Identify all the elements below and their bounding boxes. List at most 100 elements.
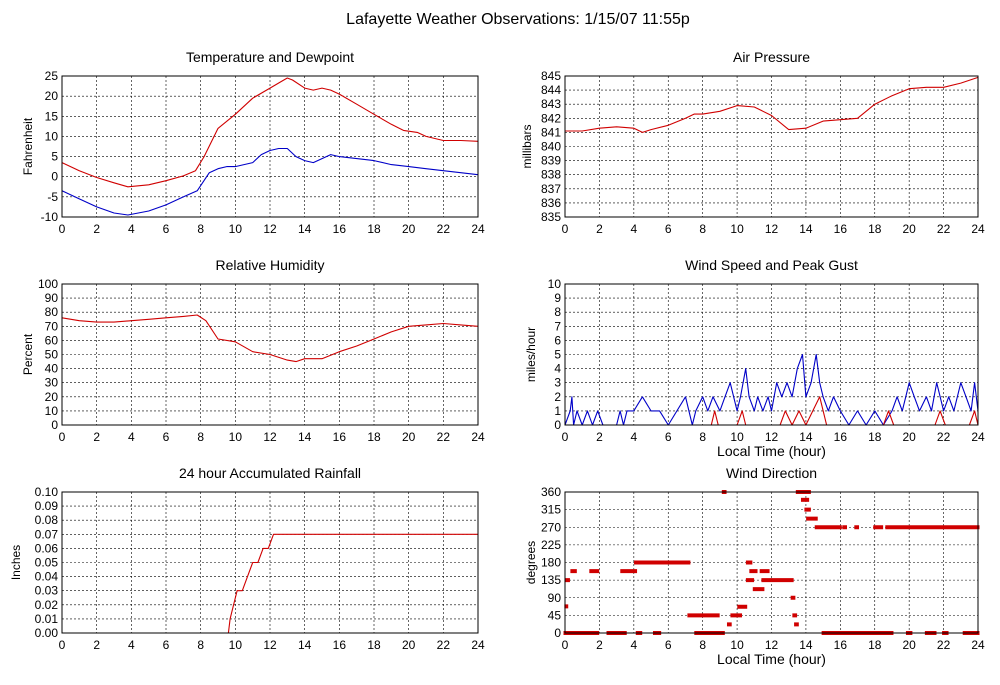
- y-tick-label: 270: [541, 520, 561, 534]
- plot-frame: [564, 283, 979, 426]
- plot-frame: [61, 491, 479, 634]
- humidity-series-0-line: [61, 314, 479, 363]
- y-tick-label: 80: [45, 305, 59, 319]
- wind-direction-point: [589, 569, 600, 574]
- x-tick-label: 4: [630, 638, 637, 652]
- y-tick-label: 838: [541, 168, 561, 182]
- y-tick-label: 7: [554, 319, 561, 333]
- x-tick-label: 18: [367, 430, 381, 444]
- y-tick-label: 10: [548, 277, 562, 291]
- x-tick-label: 16: [834, 222, 848, 236]
- temperature-series-0-line: [61, 77, 479, 188]
- y-tick-label: 836: [541, 196, 561, 210]
- plot-frame: [61, 283, 479, 426]
- y-tick-label: 837: [541, 182, 561, 196]
- x-tick-label: 14: [298, 222, 312, 236]
- y-tick-label: 843: [541, 97, 561, 111]
- x-tick-label: 6: [163, 222, 170, 236]
- y-tick-label: 0.03: [35, 584, 59, 598]
- x-tick-label: 10: [229, 430, 243, 444]
- y-axis-label: Fahrenheit: [21, 117, 35, 175]
- x-tick-label: 12: [765, 638, 779, 652]
- x-tick-label: 8: [699, 638, 706, 652]
- y-tick-label: 4: [554, 362, 561, 376]
- x-tick-label: 20: [902, 222, 916, 236]
- wind-direction-point: [790, 595, 796, 600]
- x-tick-label: 10: [229, 222, 243, 236]
- x-tick-label: 20: [402, 430, 416, 444]
- x-tick-label: 12: [263, 430, 277, 444]
- plot-frame: [564, 75, 979, 218]
- y-tick-label: 45: [548, 608, 562, 622]
- x-tick-label: 6: [163, 638, 170, 652]
- x-tick-label: 4: [128, 430, 135, 444]
- y-tick-label: 5: [51, 150, 58, 164]
- y-tick-label: 90: [548, 591, 562, 605]
- y-tick-label: 2: [554, 390, 561, 404]
- x-axis-label: Local Time (hour): [717, 443, 826, 459]
- wind-direction-point: [842, 525, 847, 530]
- wind-direction-point: [792, 613, 798, 618]
- x-tick-label: 4: [630, 430, 637, 444]
- temperature-series-1-line: [61, 147, 479, 216]
- x-tick-label: 8: [197, 638, 204, 652]
- wind-direction-point: [737, 604, 748, 609]
- y-tick-label: 10: [45, 404, 59, 418]
- y-tick-label: 60: [45, 333, 59, 347]
- y-tick-label: 0.01: [35, 612, 59, 626]
- x-tick-label: 24: [971, 638, 985, 652]
- y-tick-label: 0: [51, 418, 58, 432]
- y-tick-label: 50: [45, 348, 59, 362]
- x-tick-label: 18: [868, 430, 882, 444]
- wind-direction-point: [761, 578, 794, 583]
- wind-direction-point: [726, 622, 732, 627]
- x-tick-label: 18: [367, 638, 381, 652]
- x-tick-label: 8: [197, 222, 204, 236]
- x-tick-label: 0: [59, 430, 66, 444]
- x-tick-label: 16: [333, 430, 347, 444]
- y-tick-label: 90: [45, 291, 59, 305]
- x-tick-label: 24: [471, 430, 485, 444]
- x-tick-label: 6: [665, 430, 672, 444]
- x-tick-label: 2: [596, 430, 603, 444]
- y-tick-label: 0.09: [35, 499, 59, 513]
- y-tick-label: 40: [45, 362, 59, 376]
- x-tick-label: 12: [263, 222, 277, 236]
- y-tick-label: 360: [541, 485, 561, 499]
- x-tick-label: 8: [699, 430, 706, 444]
- x-tick-label: 22: [437, 222, 451, 236]
- x-tick-label: 10: [730, 430, 744, 444]
- x-tick-label: 0: [562, 638, 569, 652]
- y-tick-label: 0.08: [35, 513, 59, 527]
- y-tick-label: 0.02: [35, 598, 59, 612]
- y-tick-label: 0.06: [35, 541, 59, 555]
- x-tick-label: 2: [93, 222, 100, 236]
- wind-direction-point: [749, 569, 758, 574]
- x-tick-label: 4: [630, 222, 637, 236]
- plot-frame: [564, 491, 979, 634]
- y-tick-label: 30: [45, 376, 59, 390]
- y-tick-label: 20: [45, 390, 59, 404]
- x-tick-label: 10: [730, 222, 744, 236]
- y-tick-label: 841: [541, 125, 561, 139]
- x-tick-label: 22: [437, 638, 451, 652]
- x-tick-label: 4: [128, 638, 135, 652]
- y-tick-label: 842: [541, 111, 561, 125]
- wind-direction-point: [873, 525, 884, 530]
- y-tick-label: -5: [47, 190, 58, 204]
- wind-direction-point: [570, 569, 577, 574]
- y-tick-label: 0.04: [35, 570, 59, 584]
- x-tick-label: 2: [93, 638, 100, 652]
- x-tick-label: 14: [799, 638, 813, 652]
- x-tick-label: 12: [765, 222, 779, 236]
- wind-direction-point: [752, 587, 765, 592]
- y-tick-label: 0.05: [35, 556, 59, 570]
- x-tick-label: 22: [437, 430, 451, 444]
- x-tick-label: 12: [263, 638, 277, 652]
- y-tick-label: 20: [45, 89, 59, 103]
- x-tick-label: 12: [765, 430, 779, 444]
